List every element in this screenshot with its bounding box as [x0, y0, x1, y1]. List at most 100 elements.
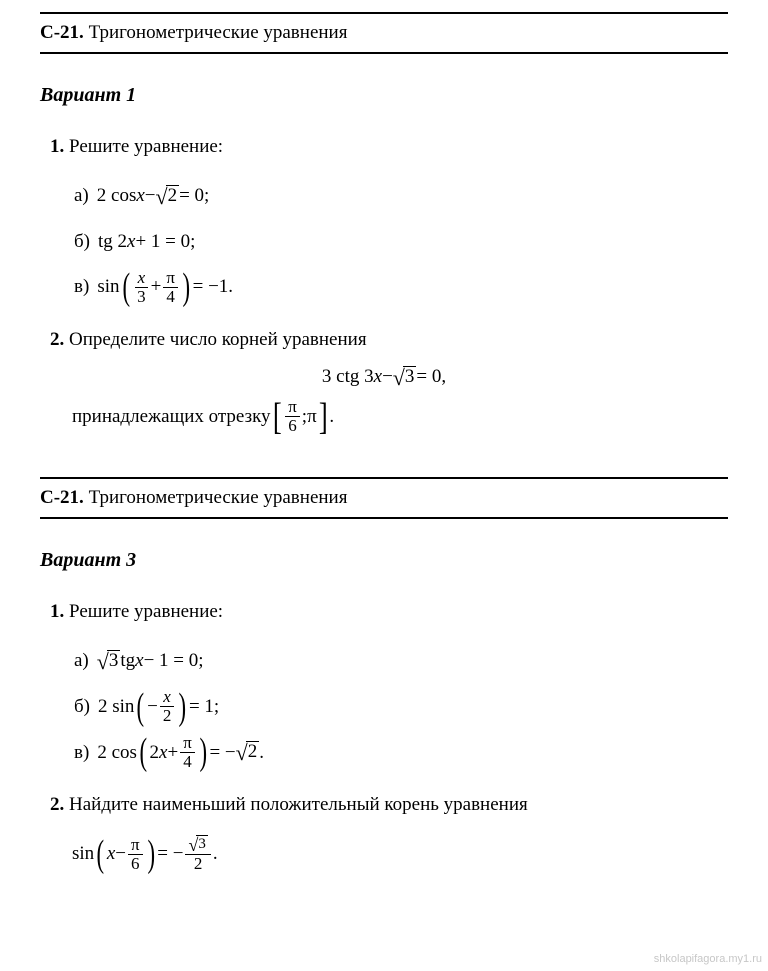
s2-p1-c-x: x — [159, 730, 167, 776]
s1-p1-a-prefix: 2 cos — [97, 173, 137, 219]
s2-p2-tail: . — [213, 831, 218, 877]
s2-p2: 2. Найдите наименьший положительный коре… — [50, 789, 728, 821]
rparen-icon: ) — [179, 692, 187, 722]
s1-p1-b-prefix: tg 2 — [98, 219, 127, 265]
s1-p1-c-letter: в) — [74, 264, 89, 310]
s1-p1-num: 1. — [50, 136, 64, 157]
s1-p2-interval-lo: π 6 — [285, 398, 300, 435]
s1-p1-a-tail: = 0; — [179, 173, 209, 219]
s1-p1-a-minus: − — [145, 173, 156, 219]
s2-p1-c-fn: π — [180, 734, 195, 753]
s2-p1-c-tail: . — [259, 730, 264, 776]
s1-p2-eq: 3 ctg 3 x − √3 = 0, — [40, 366, 728, 388]
s2-p1-b-frac: x 2 — [160, 688, 175, 725]
sqrt-icon: √2 — [156, 185, 180, 207]
s1-p1-b-tail: + 1 = 0; — [135, 219, 195, 265]
s2-p2-eqsign: = − — [157, 831, 183, 877]
lparen-icon: ( — [122, 272, 130, 302]
s1-p1-stem: Решите уравнение: — [69, 136, 223, 157]
s2-p1-c-plus: + — [167, 730, 178, 776]
s2-p1-c: в) 2 cos ( 2 x + π 4 ) = − √2 . — [74, 730, 728, 776]
s2-p1-a-letter: а) — [74, 638, 89, 684]
s2-p2-f1d: 6 — [128, 855, 143, 873]
s1-p2: 2. Определите число корней уравнения — [50, 324, 728, 356]
s1-p2-eq-minus: − — [382, 366, 393, 388]
s1-p2-eq-tail: = 0, — [416, 366, 446, 388]
lparen-icon: ( — [137, 692, 145, 722]
s1-p1-c-f2n: π — [163, 269, 178, 288]
s2-p1-a: а) √3 tg x − 1 = 0; — [74, 638, 728, 684]
section-title-1: Тригонометрические уравнения — [89, 22, 348, 43]
s2-p1-c-prefix: 2 cos — [97, 730, 137, 776]
s2-p1-b-fn: x — [160, 688, 174, 707]
sqrt-icon: √3 — [97, 650, 121, 672]
rule-top-1 — [40, 12, 728, 14]
s1-p1-c-plus: + — [151, 264, 162, 310]
s2-p1-b-tail: = 1; — [189, 684, 219, 730]
s2-p1-stem: Решите уравнение: — [69, 601, 223, 622]
s2-p2-stem: Найдите наименьший положительный корень … — [69, 794, 528, 815]
s2-p2-frac1: π 6 — [128, 836, 143, 873]
s2-p1-b-neg: − — [147, 684, 158, 730]
s2-p2-x: x — [107, 831, 115, 877]
s1-p1-c-f1d: 3 — [134, 288, 149, 306]
s1-p2-cont: принадлежащих отрезку [ π 6 ; π ] . — [72, 398, 728, 435]
rparen-icon: ) — [147, 839, 155, 869]
s2-p1-b-letter: б) — [74, 684, 90, 730]
s1-p1-c: в) sin ( x 3 + π 4 ) = −1. — [74, 264, 728, 310]
s2-p1-a-mid: tg — [120, 638, 135, 684]
s2-p1-b: б) 2 sin ( − x 2 ) = 1; — [74, 684, 728, 730]
s2-p1-b-prefix: 2 sin — [98, 684, 134, 730]
s1-p1-c-frac2: π 4 — [163, 269, 178, 306]
s1-p2-stem: Определите число корней уравнения — [69, 329, 367, 350]
s1-p1-a-x: x — [136, 173, 144, 219]
s2-p2-rhs: √3 2 — [185, 835, 210, 873]
s2-p2-eq: sin ( x − π 6 ) = − √3 2 . — [72, 831, 728, 877]
s1-p1-c-tail: = −1. — [193, 264, 233, 310]
s1-p2-cont-suffix: . — [329, 402, 334, 432]
section-title-2: Тригонометрические уравнения — [89, 487, 348, 508]
sqrt-icon: √3 — [188, 835, 207, 853]
rbracket-icon: ] — [319, 402, 328, 432]
s2-p1-b-fd: 2 — [160, 707, 175, 725]
s2-p1-a-x: x — [135, 638, 143, 684]
s2-p1-c-letter: в) — [74, 730, 89, 776]
section-code-2: С-21. — [40, 487, 84, 508]
variant-3: Вариант 3 — [40, 549, 728, 572]
s2-p2-num: 2. — [50, 794, 64, 815]
s1-p2-hi: π — [307, 402, 317, 432]
s1-p1-c-f1n: x — [135, 269, 149, 288]
s1-p1-c-f2d: 4 — [163, 288, 178, 306]
section-header-1: С-21. Тригонометрические уравнения — [40, 16, 728, 50]
section-header-2: С-21. Тригонометрические уравнения — [40, 481, 728, 515]
s1-p2-cont-prefix: принадлежащих отрезку — [72, 402, 271, 432]
s1-p2-num: 2. — [50, 329, 64, 350]
s1-p2-eq-x: x — [374, 366, 382, 388]
s1-p1-a: а) 2 cos x − √2 = 0; — [74, 173, 728, 219]
s2-p1-c-frac: π 4 — [180, 734, 195, 771]
s1-p2-lo-n: π — [285, 398, 300, 417]
rparen-icon: ) — [199, 737, 207, 767]
s1-p1: 1. Решите уравнение: — [50, 131, 728, 163]
s2-p1-c-inner-prefix: 2 — [150, 730, 160, 776]
s2-p2-f1n: π — [128, 836, 143, 855]
s2-p1: 1. Решите уравнение: — [50, 596, 728, 628]
s2-p1-a-tail: − 1 = 0; — [144, 638, 204, 684]
s1-p1-b-x: x — [127, 219, 135, 265]
rule-top-2 — [40, 477, 728, 479]
s2-p2-prefix: sin — [72, 831, 94, 877]
rparen-icon: ) — [183, 272, 191, 302]
sqrt-icon: √3 — [393, 366, 417, 388]
s1-p1-b: б) tg 2 x + 1 = 0; — [74, 219, 728, 265]
rule-bottom-2 — [40, 517, 728, 519]
section-code-1: С-21. — [40, 22, 84, 43]
s2-p2-minus: − — [115, 831, 126, 877]
s1-p1-a-letter: а) — [74, 173, 89, 219]
s1-p2-lo-d: 6 — [285, 417, 300, 435]
watermark: shkolapifagora.my1.ru — [654, 953, 762, 965]
s1-p1-b-letter: б) — [74, 219, 90, 265]
s2-p1-c-eq: = − — [209, 730, 235, 776]
s1-p2-eq-prefix: 3 ctg 3 — [322, 366, 374, 388]
s1-p1-c-prefix: sin — [97, 264, 119, 310]
s2-p1-c-fd: 4 — [180, 753, 195, 771]
